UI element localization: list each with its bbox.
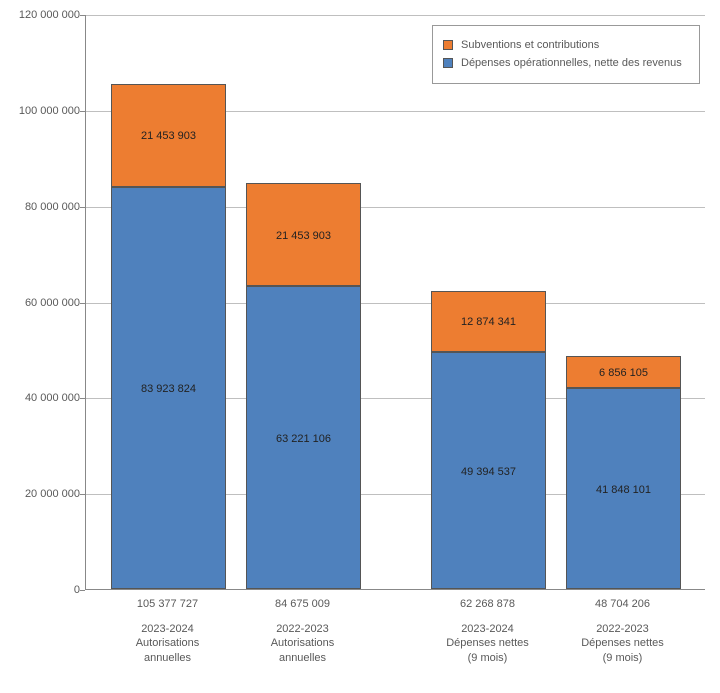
y-tick-label: 120 000 000	[0, 9, 80, 21]
legend-swatch-blue	[443, 58, 453, 68]
y-tick-label: 20 000 000	[0, 488, 80, 500]
y-tick-mark	[80, 590, 85, 591]
y-tick-label: 100 000 000	[0, 105, 80, 117]
y-tick-label: 80 000 000	[0, 201, 80, 213]
legend-swatch-orange	[443, 40, 453, 50]
bar-value-label: 12 874 341	[431, 316, 546, 328]
legend-label-orange: Subventions et contributions	[461, 38, 689, 52]
x-category-label: 2023-2024Autorisationsannuelles	[110, 622, 225, 665]
bar-value-label: 6 856 105	[566, 367, 681, 379]
legend-item-subventions: Subventions et contributions	[443, 38, 689, 52]
x-category-label: 2022-2023Dépenses nettes(9 mois)	[565, 622, 680, 665]
gridline	[86, 15, 705, 16]
bar-value-label: 49 394 537	[431, 466, 546, 478]
bar-value-label: 63 221 106	[246, 433, 361, 445]
stacked-bar-chart: 0 20 000 000 40 000 000 60 000 000 80 000 00…	[0, 0, 720, 693]
bar-value-label: 21 453 903	[246, 230, 361, 242]
plot-area: 83 923 824 21 453 903 63 221 106 21 453 903…	[85, 15, 705, 590]
legend-item-depenses: Dépenses opérationnelles, nette des reve…	[443, 56, 689, 70]
x-total-label: 62 268 878	[430, 598, 545, 610]
legend: Subventions et contributions Dépenses op…	[432, 25, 700, 84]
legend-label-blue: Dépenses opérationnelles, nette des reve…	[461, 56, 689, 70]
bar-value-label: 21 453 903	[111, 130, 226, 142]
x-category-label: 2023-2024Dépenses nettes(9 mois)	[430, 622, 545, 665]
x-category-label: 2022-2023Autorisationsannuelles	[245, 622, 360, 665]
bar-value-label: 83 923 824	[111, 383, 226, 395]
x-total-label: 84 675 009	[245, 598, 360, 610]
x-total-label: 105 377 727	[110, 598, 225, 610]
x-total-label: 48 704 206	[565, 598, 680, 610]
y-tick-label: 60 000 000	[0, 297, 80, 309]
y-tick-label: 40 000 000	[0, 392, 80, 404]
y-tick-label: 0	[0, 584, 80, 596]
bar-value-label: 41 848 101	[566, 484, 681, 496]
